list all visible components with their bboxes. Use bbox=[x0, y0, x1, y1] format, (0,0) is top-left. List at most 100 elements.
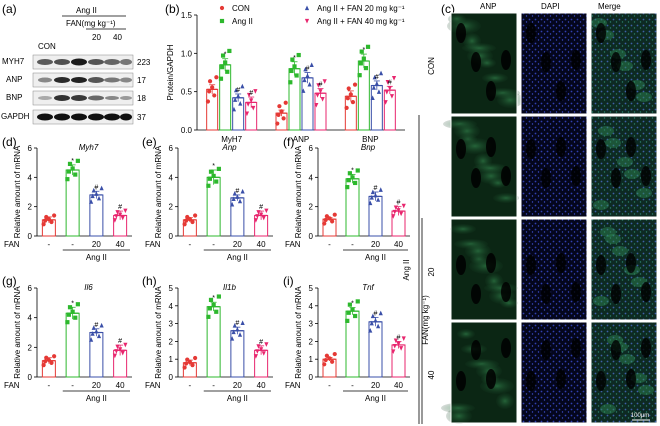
data-point bbox=[281, 116, 286, 121]
data-point bbox=[256, 344, 261, 349]
tissue-glow bbox=[605, 138, 621, 148]
data-point bbox=[49, 219, 54, 225]
tissue-glow bbox=[624, 169, 640, 179]
significance-mark: * bbox=[351, 167, 354, 174]
vessel-gap bbox=[596, 371, 606, 391]
tissue-glow bbox=[600, 404, 616, 414]
data-point bbox=[206, 314, 211, 319]
tissue-glow bbox=[636, 188, 652, 198]
data-point bbox=[324, 353, 329, 358]
vessel-gap bbox=[611, 284, 621, 304]
data-point bbox=[220, 53, 226, 58]
data-point bbox=[75, 158, 80, 163]
tissue-glow bbox=[478, 58, 496, 68]
data-point bbox=[396, 208, 401, 213]
wb-dose-40: 40 bbox=[113, 33, 122, 42]
vessel-gap bbox=[501, 282, 511, 302]
y-tick-label: 2 bbox=[169, 337, 174, 346]
data-point bbox=[120, 350, 125, 356]
scale-bar-label: 100μm bbox=[631, 413, 649, 419]
group-label: Ang II bbox=[227, 253, 248, 262]
vessel-gap bbox=[541, 340, 551, 360]
chart-i: 0 1 2 3 4 5 Relative amount of mRNA - * - #20 #40 Tn… bbox=[285, 283, 410, 403]
data-point bbox=[67, 161, 73, 166]
data-point bbox=[370, 95, 375, 101]
tissue-glow bbox=[450, 224, 476, 234]
chart-title: Il6 bbox=[84, 283, 93, 292]
data-point bbox=[112, 353, 117, 359]
mic-row-con: CON bbox=[427, 57, 436, 75]
group-label: Ang II bbox=[365, 253, 386, 262]
tile-border bbox=[590, 321, 658, 424]
data-point bbox=[277, 104, 282, 109]
data-point bbox=[90, 193, 95, 199]
data-point bbox=[207, 79, 213, 84]
data-point bbox=[316, 83, 321, 88]
data-point bbox=[305, 73, 310, 78]
tile-border bbox=[520, 12, 588, 115]
data-point bbox=[368, 328, 373, 333]
vessel-gap bbox=[471, 340, 481, 360]
panel-label-d: (d) bbox=[2, 135, 17, 149]
tissue-glow bbox=[593, 296, 609, 306]
data-point bbox=[253, 354, 258, 359]
data-point bbox=[182, 365, 187, 370]
data-point bbox=[235, 326, 240, 332]
data-point bbox=[214, 309, 219, 314]
legend-label: CON bbox=[232, 4, 250, 13]
bar bbox=[232, 97, 245, 131]
vessel-gap bbox=[596, 139, 606, 159]
vessel-gap bbox=[626, 81, 636, 101]
data-point bbox=[376, 197, 381, 202]
y-tick-label: 0 bbox=[309, 232, 314, 241]
data-point bbox=[99, 322, 104, 328]
tile-border bbox=[450, 115, 518, 218]
data-point bbox=[223, 60, 228, 65]
wb-con-label: CON bbox=[38, 42, 56, 51]
tissue-glow bbox=[605, 234, 621, 244]
vessel-gap bbox=[456, 371, 466, 391]
data-point bbox=[220, 65, 225, 70]
data-point bbox=[327, 356, 332, 361]
vessel-gap bbox=[611, 340, 621, 360]
panel-label-f: (f) bbox=[283, 135, 294, 149]
tissue-glow bbox=[441, 403, 475, 413]
data-point bbox=[91, 187, 96, 193]
data-point bbox=[392, 343, 397, 349]
panel-label-h: (h) bbox=[142, 274, 157, 288]
y-tick-label: 6 bbox=[309, 144, 314, 153]
data-point bbox=[288, 80, 293, 85]
data-point bbox=[237, 332, 243, 337]
mic-row-20: 20 bbox=[427, 267, 436, 276]
significance-mark: # bbox=[235, 320, 239, 327]
data-point bbox=[112, 218, 117, 223]
data-point bbox=[231, 106, 237, 112]
y-tick-label: 2 bbox=[28, 203, 33, 212]
data-point bbox=[259, 347, 264, 352]
data-point bbox=[52, 354, 57, 359]
data-point bbox=[49, 360, 54, 365]
data-point bbox=[294, 73, 299, 78]
data-point bbox=[346, 178, 351, 183]
tile-border bbox=[520, 218, 588, 321]
bar bbox=[288, 68, 301, 131]
wb-kda: 223 bbox=[137, 58, 151, 67]
data-point bbox=[372, 74, 377, 80]
data-point bbox=[94, 328, 99, 334]
data-point bbox=[322, 362, 327, 367]
significance-mark: # bbox=[94, 322, 98, 329]
data-point bbox=[283, 100, 288, 105]
tissue-glow bbox=[497, 92, 523, 108]
y-axis-label: Protein/GAPDH bbox=[166, 44, 175, 100]
bar bbox=[370, 85, 383, 131]
data-point bbox=[251, 105, 256, 111]
data-point bbox=[332, 351, 337, 357]
vessel-gap bbox=[571, 338, 581, 358]
data-point bbox=[216, 166, 221, 171]
tile-border bbox=[450, 12, 518, 115]
data-point bbox=[401, 336, 406, 341]
fan-dose-label: 40 bbox=[257, 240, 266, 249]
micrograph-tile bbox=[590, 12, 658, 115]
data-point bbox=[246, 92, 252, 98]
